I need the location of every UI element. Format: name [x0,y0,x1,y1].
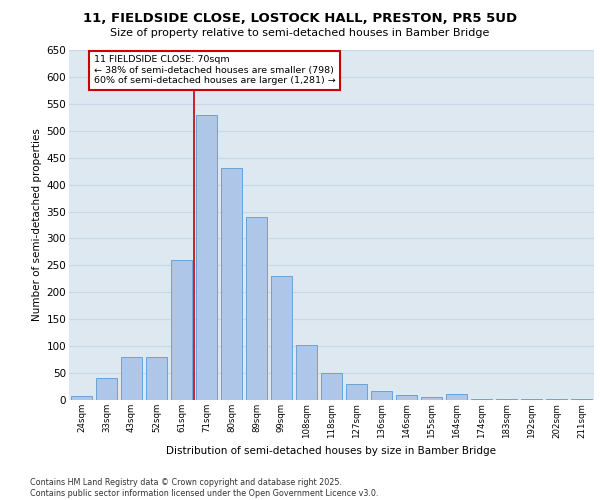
Bar [71,396,92,400]
Text: 11, FIELDSIDE CLOSE, LOSTOCK HALL, PRESTON, PR5 5UD: 11, FIELDSIDE CLOSE, LOSTOCK HALL, PREST… [83,12,517,26]
Bar [271,276,292,400]
Bar [446,394,467,400]
Text: Contains HM Land Registry data © Crown copyright and database right 2025.
Contai: Contains HM Land Registry data © Crown c… [30,478,379,498]
Bar [321,373,342,400]
Text: Size of property relative to semi-detached houses in Bamber Bridge: Size of property relative to semi-detach… [110,28,490,38]
Bar [246,217,267,400]
Y-axis label: Number of semi-detached properties: Number of semi-detached properties [32,128,43,322]
X-axis label: Distribution of semi-detached houses by size in Bamber Bridge: Distribution of semi-detached houses by … [167,446,497,456]
Bar [121,357,142,400]
Bar [421,397,442,400]
Text: 11 FIELDSIDE CLOSE: 70sqm
← 38% of semi-detached houses are smaller (798)
60% of: 11 FIELDSIDE CLOSE: 70sqm ← 38% of semi-… [94,56,336,85]
Bar [371,392,392,400]
Bar [346,384,367,400]
Bar [221,168,242,400]
Bar [296,344,317,400]
Bar [471,399,492,400]
Bar [396,394,417,400]
Bar [146,357,167,400]
Bar [496,399,517,400]
Bar [171,260,192,400]
Bar [96,378,117,400]
Bar [196,114,217,400]
